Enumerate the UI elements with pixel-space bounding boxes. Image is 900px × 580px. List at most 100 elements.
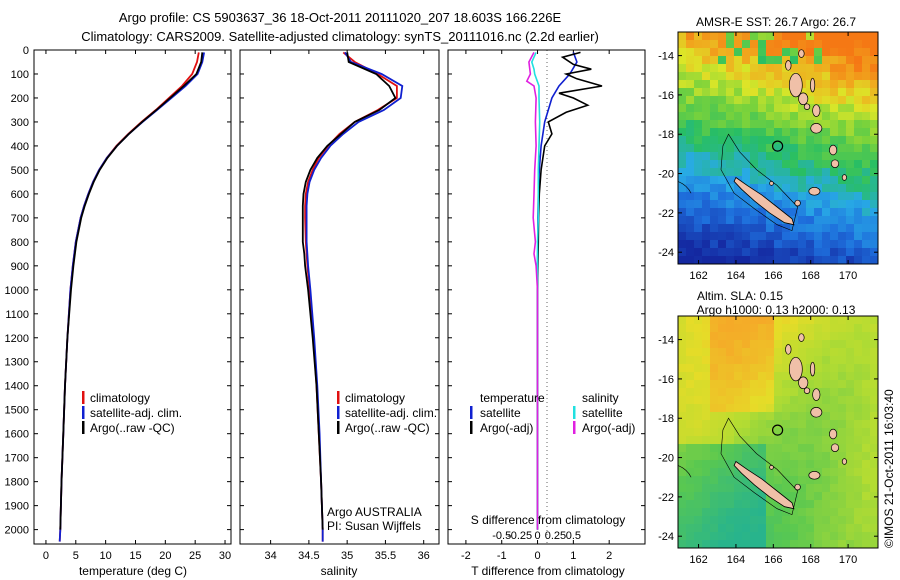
x-tick-label: 25 xyxy=(189,550,201,562)
heatmap-cell xyxy=(774,516,783,525)
heatmap-cell xyxy=(750,224,759,233)
heatmap-cell xyxy=(702,32,711,41)
heatmap-cell xyxy=(750,56,759,65)
heatmap-cell xyxy=(822,216,831,225)
heatmap-cell xyxy=(790,484,799,493)
heatmap-cell xyxy=(742,72,751,81)
heatmap-cell xyxy=(782,316,791,325)
heatmap-cell xyxy=(846,112,855,121)
heatmap-cell xyxy=(822,420,831,429)
heatmap-cell xyxy=(814,112,823,121)
heatmap-cell xyxy=(862,88,871,97)
heatmap-cell xyxy=(726,404,735,413)
heatmap-cell xyxy=(702,492,711,501)
sla-map-axes: 162 164 166 168 170-14-16-18-20-22-24 xyxy=(658,316,878,566)
heatmap-cell xyxy=(710,232,719,241)
heatmap-cell xyxy=(742,80,751,89)
heatmap-cell xyxy=(718,324,727,333)
heatmap-cell xyxy=(862,412,871,421)
heatmap-cell xyxy=(766,184,775,193)
depth-tick-label: 1800 xyxy=(5,477,29,489)
heatmap-cell xyxy=(806,160,815,169)
depth-tick-label: 600 xyxy=(11,189,29,201)
heatmap-cell xyxy=(838,40,847,49)
heatmap-cell xyxy=(798,420,807,429)
heatmap-cell xyxy=(678,452,687,461)
heatmap-cell xyxy=(710,420,719,429)
heatmap-cell xyxy=(782,40,791,49)
heatmap-cell xyxy=(782,128,791,137)
heatmap-cell xyxy=(726,436,735,445)
depth-tick-label: 1900 xyxy=(5,501,29,513)
heatmap-cell xyxy=(702,248,711,257)
heatmap-cell xyxy=(678,412,687,421)
heatmap-cell xyxy=(710,256,719,264)
heatmap-cell xyxy=(718,32,727,41)
heatmap-cell xyxy=(710,340,719,349)
heatmap-cell xyxy=(774,428,783,437)
heatmap-cell xyxy=(678,160,687,169)
depth-tick-label: 0 xyxy=(23,45,29,57)
heatmap-cell xyxy=(790,248,799,257)
heatmap-cell xyxy=(862,232,871,241)
heatmap-cell xyxy=(814,500,823,509)
heatmap-cell xyxy=(782,248,791,257)
heatmap-cell xyxy=(710,96,719,105)
heatmap-cell xyxy=(766,192,775,201)
heatmap-cell xyxy=(854,200,863,209)
heatmap-cell xyxy=(742,224,751,233)
heatmap-cell xyxy=(838,224,847,233)
heatmap-cell xyxy=(774,168,783,177)
heatmap-cell xyxy=(766,388,775,397)
heatmap-cell xyxy=(814,168,823,177)
heatmap-cell xyxy=(766,48,775,57)
heatmap-cell xyxy=(790,152,799,161)
heatmap-cell xyxy=(814,232,823,241)
heatmap-cell xyxy=(782,356,791,365)
s-tick-label: -0.25 xyxy=(507,530,532,542)
heatmap-cell xyxy=(734,324,743,333)
coast-fragment xyxy=(678,465,692,478)
heatmap-cell xyxy=(798,468,807,477)
series-line-argo-raw-qc- xyxy=(301,52,397,530)
heatmap-cell xyxy=(774,332,783,341)
heatmap-cell xyxy=(782,160,791,169)
heatmap-cell xyxy=(694,460,703,469)
heatmap-cell xyxy=(694,388,703,397)
heatmap-cell xyxy=(678,232,687,241)
heatmap-cell xyxy=(750,184,759,193)
heatmap-cell xyxy=(838,484,847,493)
heatmap-cell xyxy=(870,388,878,397)
heatmap-cell xyxy=(830,340,839,349)
salinity-difference-axis: -0.5-0.25 0 0.25 0.5 xyxy=(492,530,581,542)
heatmap-cell xyxy=(678,224,687,233)
heatmap-cell xyxy=(734,452,743,461)
heatmap-cell xyxy=(702,208,711,217)
heatmap-cell xyxy=(702,152,711,161)
heatmap-cell xyxy=(686,232,695,241)
heatmap-cell xyxy=(846,152,855,161)
heatmap-cell xyxy=(838,476,847,485)
heatmap-cell xyxy=(782,256,791,264)
heatmap-cell xyxy=(718,232,727,241)
heatmap-cell xyxy=(846,540,855,548)
heatmap-cell xyxy=(846,412,855,421)
heatmap-cell xyxy=(694,208,703,217)
heatmap-cell xyxy=(782,396,791,405)
heatmap-cell xyxy=(830,404,839,413)
heatmap-cell xyxy=(726,176,735,185)
heatmap-cell xyxy=(702,128,711,137)
heatmap-cell xyxy=(726,364,735,373)
heatmap-cell xyxy=(702,216,711,225)
heatmap-cell xyxy=(782,240,791,249)
heatmap-cell xyxy=(686,532,695,541)
heatmap-cell xyxy=(846,224,855,233)
heatmap-cell xyxy=(766,412,775,421)
heatmap-cell xyxy=(686,332,695,341)
heatmap-cell xyxy=(830,192,839,201)
heatmap-cell xyxy=(742,412,751,421)
map-y-tick-label: -20 xyxy=(658,453,674,465)
heatmap-cell xyxy=(870,484,878,493)
heatmap-cell xyxy=(838,372,847,381)
heatmap-cell xyxy=(806,248,815,257)
